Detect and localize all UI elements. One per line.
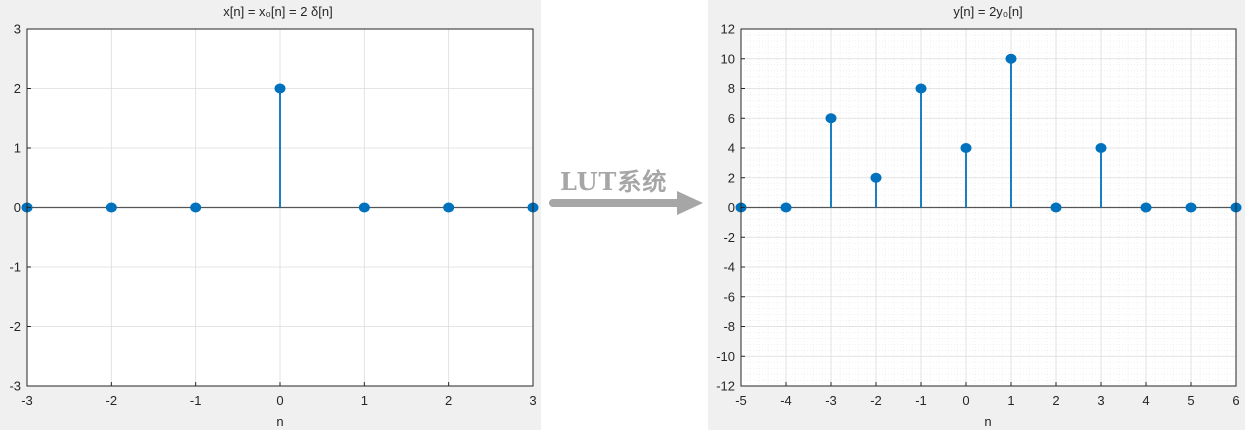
stem-point — [960, 143, 972, 208]
right-x-ticks: -5 -4 -3 -2 -1 0 1 2 3 4 5 6 — [735, 382, 1240, 408]
y-tick-label: 0 — [728, 200, 735, 215]
stem-marker — [190, 202, 202, 213]
x-tick-label: 2 — [445, 393, 452, 408]
x-tick-label: -4 — [780, 393, 792, 408]
x-tick-label: 4 — [1142, 393, 1149, 408]
y-tick-label: 4 — [728, 141, 735, 156]
left-y-ticks: -3 -2 -1 0 1 2 3 — [9, 22, 31, 394]
y-tick-label: 12 — [721, 22, 735, 37]
x-tick-label: 0 — [276, 393, 283, 408]
stem-point — [105, 202, 117, 213]
x-tick-label: -3 — [21, 393, 33, 408]
y-tick-label: -12 — [716, 379, 735, 394]
right-x-axis-label: n — [984, 414, 991, 429]
left-x-ticks: -3 -2 -1 0 1 2 3 — [21, 382, 537, 408]
y-tick-label: 10 — [721, 51, 735, 66]
stem-point — [358, 202, 370, 213]
stem-point — [190, 202, 202, 213]
stem-point — [1140, 202, 1152, 213]
left-x-axis-label: n — [276, 414, 283, 429]
x-tick-label: 1 — [1007, 393, 1014, 408]
x-tick-label: 3 — [529, 393, 536, 408]
x-tick-label: 1 — [361, 393, 368, 408]
x-tick-label: -2 — [870, 393, 882, 408]
y-tick-label: -2 — [723, 230, 735, 245]
stem-point — [780, 202, 792, 213]
stem-marker — [1095, 143, 1107, 153]
x-tick-label: 5 — [1187, 393, 1194, 408]
lut-system-label: LUT系统 — [560, 167, 668, 196]
y-tick-label: 2 — [14, 81, 21, 96]
stem-marker — [1185, 202, 1197, 213]
x-tick-label: -3 — [825, 393, 837, 408]
stem-marker — [105, 202, 117, 213]
x-tick-label: -1 — [915, 393, 927, 408]
y-tick-label: -10 — [716, 349, 735, 364]
y-tick-label: -2 — [9, 319, 21, 334]
x-tick-label: -1 — [190, 393, 202, 408]
left-stem-chart: x[n] = x₀[n] = 2 δ[n] -3 -2 -1 0 1 2 3 -3 -2 -1 0… — [9, 4, 539, 429]
left-chart-title: x[n] = x₀[n] = 2 δ[n] — [223, 4, 332, 19]
stem-marker — [780, 202, 792, 213]
stem-point — [1185, 202, 1197, 213]
stem-point — [443, 202, 455, 213]
x-tick-label: 0 — [962, 393, 969, 408]
x-tick-label: -2 — [106, 393, 118, 408]
stem-marker — [358, 202, 370, 213]
left-chart-panel: x[n] = x₀[n] = 2 δ[n] -3 -2 -1 0 1 2 3 -3 -2 -1 0… — [0, 0, 541, 430]
y-tick-label: 1 — [14, 141, 21, 156]
stem-point — [1050, 202, 1062, 213]
x-tick-label: 2 — [1052, 393, 1059, 408]
stem-point — [915, 83, 927, 208]
stem-marker — [870, 172, 882, 183]
y-tick-label: 8 — [728, 81, 735, 96]
x-tick-label: -5 — [735, 393, 747, 408]
x-tick-label: 3 — [1097, 393, 1104, 408]
y-tick-label: -4 — [723, 260, 735, 275]
stem-point — [274, 83, 286, 208]
stem-marker — [443, 202, 455, 213]
stem-marker — [274, 83, 286, 94]
x-tick-label: 6 — [1232, 393, 1239, 408]
y-tick-label: -6 — [723, 289, 735, 304]
lut-system-arrow: LUT系统 — [545, 160, 705, 220]
y-tick-label: -8 — [723, 319, 735, 334]
right-chart-title: y[n] = 2y₀[n] — [953, 4, 1022, 19]
stem-marker — [825, 113, 837, 124]
right-chart-panel: y[n] = 2y₀[n] -5 -4 -3 -2 -1 0 1 2 3 4 5 6 -12 -10 -8… — [708, 0, 1245, 430]
right-y-ticks: -12 -10 -8 -6 -4 -2 0 2 4 6 8 10 12 — [716, 22, 745, 394]
right-stem-chart: y[n] = 2y₀[n] -5 -4 -3 -2 -1 0 1 2 3 4 5 6 -12-10-8… — [716, 4, 1242, 429]
stem-point — [1095, 143, 1107, 208]
stem-marker — [1050, 202, 1062, 213]
y-tick-label: 2 — [728, 170, 735, 185]
stem-point — [870, 172, 882, 208]
y-tick-label: -3 — [9, 379, 21, 394]
stem-marker — [1140, 202, 1152, 213]
left-stems — [21, 83, 539, 213]
stem-marker — [1005, 53, 1017, 64]
y-tick-label: 6 — [728, 111, 735, 126]
right-stems — [735, 53, 1242, 213]
y-tick-label: -1 — [9, 260, 21, 275]
arrow-right-icon — [549, 191, 703, 215]
stem-point — [1005, 53, 1017, 208]
stem-point — [825, 113, 837, 208]
stem-marker — [960, 143, 972, 153]
stem-marker — [915, 83, 927, 94]
y-tick-label: 3 — [14, 22, 21, 37]
y-tick-label: 0 — [14, 200, 21, 215]
